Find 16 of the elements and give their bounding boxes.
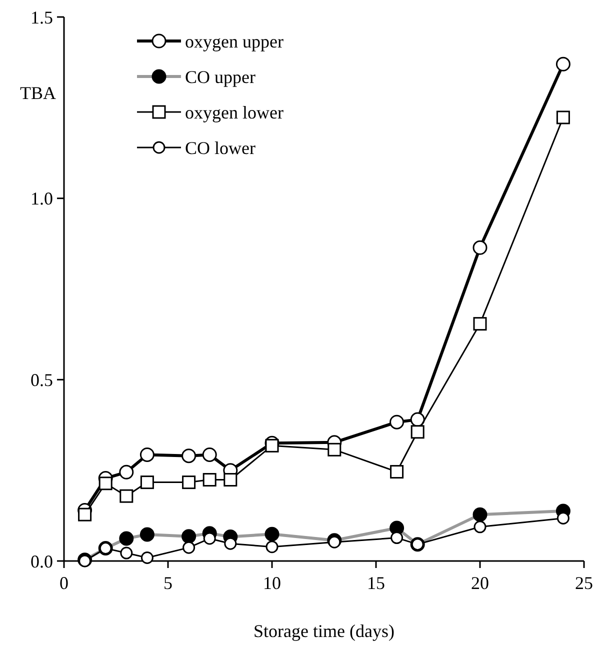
x-tick-label: 20 (471, 573, 489, 593)
y-tick-label: 1.5 (30, 7, 53, 28)
y-tick-label: 1.0 (30, 188, 53, 209)
y-tick-label: 0.5 (30, 370, 53, 390)
x-tick-label: 10 (263, 573, 281, 593)
x-tick-label: 0 (60, 573, 68, 593)
y-tick-label: 0.0 (30, 551, 53, 572)
legend-label: oxygen lower (185, 102, 284, 122)
y-axis-title: TBA (20, 83, 56, 103)
x-tick-label: 5 (164, 573, 172, 593)
legend-label: oxygen upper (185, 31, 284, 52)
x-tick-label: 25 (575, 573, 593, 593)
legend-label: CO upper (185, 66, 256, 87)
legend-label: CO lower (185, 138, 256, 158)
x-axis-title: Storage time (days) (254, 621, 394, 641)
x-tick-label: 15 (367, 573, 385, 593)
